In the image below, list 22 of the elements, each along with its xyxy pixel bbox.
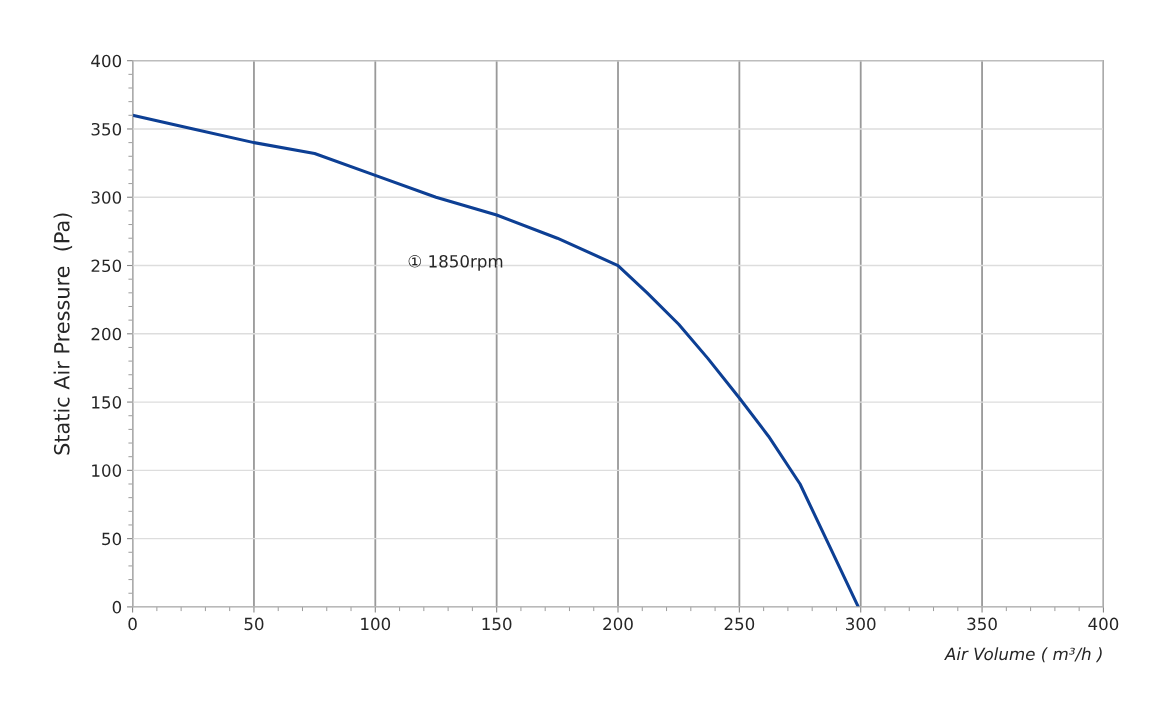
y-axis-title: Static Air Pressure (Pa) — [53, 213, 73, 455]
y-tick-label: 0 — [112, 600, 122, 614]
y-tick-label: 150 — [92, 396, 122, 409]
x-tick-label: 400 — [1088, 617, 1119, 631]
y-tick-label: 250 — [91, 259, 122, 273]
y-tick-label: 100 — [92, 464, 122, 477]
x-tick-label: 150 — [482, 617, 512, 631]
y-tick-label: 50 — [102, 532, 122, 546]
x-tick-label: 350 — [967, 617, 997, 631]
y-tick-label: 300 — [91, 191, 122, 204]
line-series — [132, 113, 860, 607]
y-tick-label: 200 — [91, 327, 122, 341]
x-tick-label: 200 — [603, 617, 633, 631]
text: ① 1850rpm — [408, 255, 503, 271]
x-tick-label: 250 — [724, 617, 755, 631]
x-tick-label: 0 — [128, 617, 137, 631]
y-tick-label: 400 — [91, 54, 122, 68]
x-tick-label: 300 — [846, 617, 876, 631]
x-tick-label: 100 — [361, 617, 391, 631]
y-tick-label: 350 — [91, 122, 122, 136]
x-axis-title: Air Volume ( m³/h ) — [944, 647, 1102, 663]
x-tick-label: 50 — [244, 617, 264, 631]
